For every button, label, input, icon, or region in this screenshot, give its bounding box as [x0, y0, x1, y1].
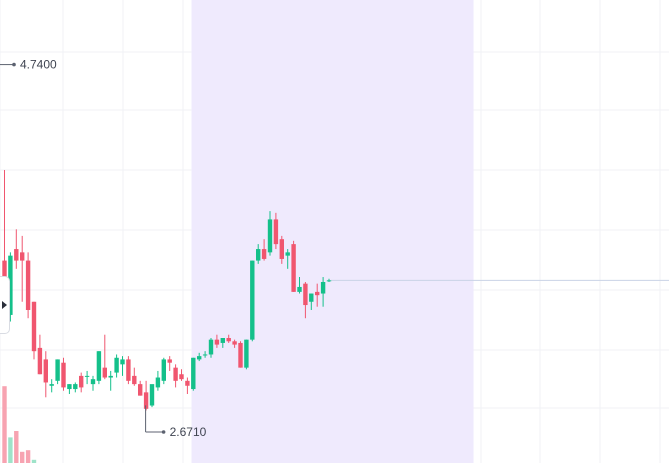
candle-body [37, 347, 43, 375]
volume-bar [31, 459, 37, 463]
candle-body [25, 260, 31, 310]
candle-body [96, 351, 102, 381]
candle-body [291, 244, 296, 292]
candle-body [267, 219, 273, 253]
candle-body [285, 252, 290, 256]
candle-body [49, 384, 54, 386]
candle-body [220, 338, 225, 343]
candle-body [114, 357, 119, 373]
candle-body [261, 249, 267, 259]
low-price-label: 2.6710 [170, 425, 207, 439]
high-marker-dot [12, 62, 16, 67]
candle-body [173, 367, 178, 381]
candle-body [143, 392, 149, 409]
candle-body [279, 239, 284, 259]
candle-body [202, 354, 208, 356]
candle-body [179, 374, 184, 380]
candle-body [126, 359, 131, 381]
candle-body [244, 339, 249, 368]
high-low-annotations: 4.7400 2.6710 [0, 58, 207, 439]
candle-body [191, 357, 196, 390]
candle-body [232, 341, 237, 345]
candle-body [108, 375, 113, 378]
candle-body [167, 359, 172, 363]
candle-body [20, 252, 25, 261]
candle-body [197, 356, 202, 360]
candle-body [43, 359, 48, 383]
high-price-label: 4.7400 [20, 58, 57, 72]
candle-body [149, 384, 155, 406]
candle-body [67, 384, 72, 390]
candle-body [132, 375, 137, 385]
candle-body [84, 375, 90, 377]
candle-body [120, 359, 125, 365]
candle-body [256, 249, 261, 261]
volume-bar [2, 386, 7, 463]
candle-body [315, 291, 320, 296]
candle-body [238, 342, 243, 368]
candle-body [320, 282, 326, 294]
volume-bars [2, 386, 37, 463]
candle-body [214, 339, 220, 345]
caret-right-icon [1, 301, 7, 309]
candle-body [250, 260, 255, 340]
candle-body [226, 338, 231, 342]
candle-body [161, 359, 166, 381]
highlighted-time-range [191, 0, 474, 463]
candle-body [90, 379, 96, 385]
volume-bar [8, 437, 13, 463]
candle-body [185, 380, 190, 386]
candle-body [208, 339, 214, 355]
candle-body [55, 359, 60, 381]
candle-body [138, 384, 143, 396]
volume-bar [14, 431, 19, 463]
candle-body [309, 293, 314, 302]
candle-body [73, 384, 78, 390]
candle-body [8, 255, 13, 315]
candle-body [31, 301, 37, 352]
candle-body [79, 375, 84, 388]
candle-body [297, 286, 302, 292]
candle-body [61, 362, 66, 388]
candle-body [273, 219, 279, 245]
volume-bar [25, 450, 31, 463]
candle-body [14, 249, 19, 261]
side-panel-toggle-button[interactable] [0, 276, 10, 334]
candle-body [326, 280, 332, 282]
low-marker-dot [161, 430, 166, 434]
candle-body [155, 377, 161, 388]
candles [2, 170, 332, 411]
candle-body [102, 367, 107, 378]
candle-body [303, 283, 308, 306]
volume-bar [20, 451, 25, 463]
